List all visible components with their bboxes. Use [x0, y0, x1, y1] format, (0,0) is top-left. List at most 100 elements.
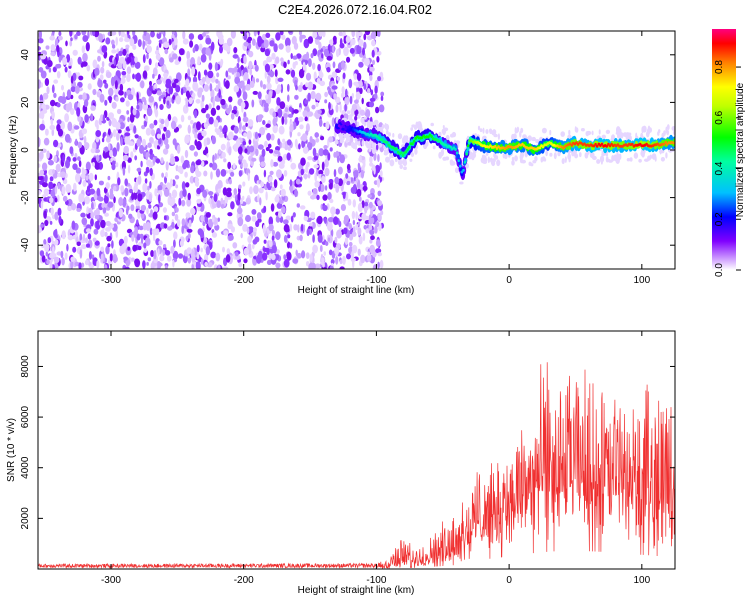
- noise-speck: [38, 55, 41, 61]
- noise-speck: [284, 107, 289, 113]
- noise-speck: [225, 191, 232, 198]
- noise-speck: [276, 169, 282, 179]
- noise-speck: [333, 38, 337, 44]
- noise-speck: [265, 146, 270, 152]
- y-tick-label: 4000: [20, 456, 31, 479]
- noise-speck: [251, 99, 255, 108]
- noise-speck: [207, 70, 214, 79]
- noise-speck: [153, 249, 157, 260]
- noise-speck: [307, 190, 312, 196]
- noise-speck: [190, 207, 196, 215]
- track-haze: [575, 127, 579, 133]
- colorbar-ticks: 0.0 0.2 0.4 0.6 0.8: [714, 60, 741, 277]
- noise-speck: [202, 189, 208, 198]
- noise-speck: [218, 149, 221, 155]
- track-haze: [514, 155, 518, 162]
- noise-speck: [277, 77, 284, 83]
- noise-speck: [81, 45, 86, 54]
- noise-speck: [40, 200, 44, 210]
- noise-speck: [356, 72, 362, 82]
- noise-speck: [276, 84, 282, 93]
- noise-speck: [376, 56, 380, 63]
- noise-speck: [197, 88, 203, 98]
- noise-speck: [54, 239, 59, 246]
- noise-speck: [62, 57, 68, 65]
- noise-speck: [270, 133, 275, 141]
- track-haze: [600, 157, 604, 165]
- noise-speck: [327, 222, 333, 232]
- noise-speck: [49, 220, 53, 225]
- track-haze: [361, 117, 365, 125]
- noise-speck: [351, 31, 356, 38]
- noise-speck: [95, 220, 101, 230]
- noise-speck: [195, 261, 201, 269]
- noise-speck: [213, 119, 219, 128]
- noise-speck: [205, 246, 211, 256]
- track-haze: [442, 125, 445, 129]
- track-core: [342, 125, 346, 129]
- noise-speck: [329, 39, 334, 46]
- noise-speck: [67, 234, 74, 241]
- snr-panel: -300 -200 -100 0 100 2000 4000 6000 8000 Height…: [6, 330, 676, 596]
- noise-speck: [331, 85, 338, 90]
- noise-speck: [107, 243, 111, 248]
- noise-speck: [87, 83, 92, 90]
- track-core: [631, 142, 634, 146]
- noise-speck: [137, 175, 142, 185]
- noise-speck: [94, 174, 98, 181]
- noise-speck: [281, 116, 285, 125]
- noise-speck: [319, 245, 323, 252]
- noise-speck: [105, 245, 110, 255]
- noise-speck: [293, 109, 299, 114]
- noise-speck: [249, 68, 253, 76]
- noise-speck: [325, 241, 329, 247]
- noise-speck: [205, 113, 210, 119]
- noise-speck: [107, 201, 114, 208]
- noise-speck: [301, 133, 308, 142]
- noise-speck: [283, 234, 288, 243]
- noise-speck: [327, 237, 331, 242]
- noise-speck: [156, 79, 162, 85]
- noise-speck: [188, 97, 193, 105]
- noise-speck: [224, 131, 227, 139]
- noise-speck: [155, 228, 160, 236]
- noise-speck: [215, 252, 221, 262]
- noise-speck: [312, 48, 318, 57]
- noise-speck: [166, 100, 170, 106]
- noise-speck: [285, 215, 291, 221]
- noise-speck: [78, 75, 84, 81]
- noise-speck: [196, 187, 202, 195]
- noise-speck: [232, 135, 239, 141]
- track-haze: [401, 159, 406, 165]
- noise-speck: [298, 116, 304, 123]
- noise-speck: [306, 161, 310, 168]
- noise-speck: [355, 31, 360, 39]
- noise-speck: [269, 70, 275, 78]
- noise-speck: [236, 72, 241, 78]
- noise-speck: [201, 94, 205, 102]
- noise-speck: [100, 229, 105, 238]
- noise-speck: [160, 157, 164, 164]
- noise-speck: [105, 71, 112, 79]
- noise-speck: [139, 233, 144, 239]
- noise-speck: [310, 90, 316, 100]
- noise-speck: [233, 85, 239, 93]
- noise-speck: [238, 203, 241, 213]
- track-haze: [647, 125, 651, 133]
- noise-speck: [77, 141, 83, 149]
- track-haze: [496, 159, 501, 167]
- noise-speck: [58, 35, 63, 41]
- noise-speck: [351, 250, 354, 260]
- noise-speck: [301, 250, 306, 259]
- track-haze: [633, 152, 639, 159]
- noise-speck: [81, 217, 88, 226]
- track-haze: [615, 157, 620, 165]
- noise-speck: [186, 50, 191, 60]
- track-haze: [666, 129, 670, 136]
- noise-speck: [81, 128, 88, 135]
- noise-speck: [222, 42, 229, 51]
- noise-speck: [360, 254, 366, 264]
- noise-speck: [53, 154, 58, 163]
- noise-speck: [215, 78, 219, 84]
- track-haze: [665, 152, 668, 159]
